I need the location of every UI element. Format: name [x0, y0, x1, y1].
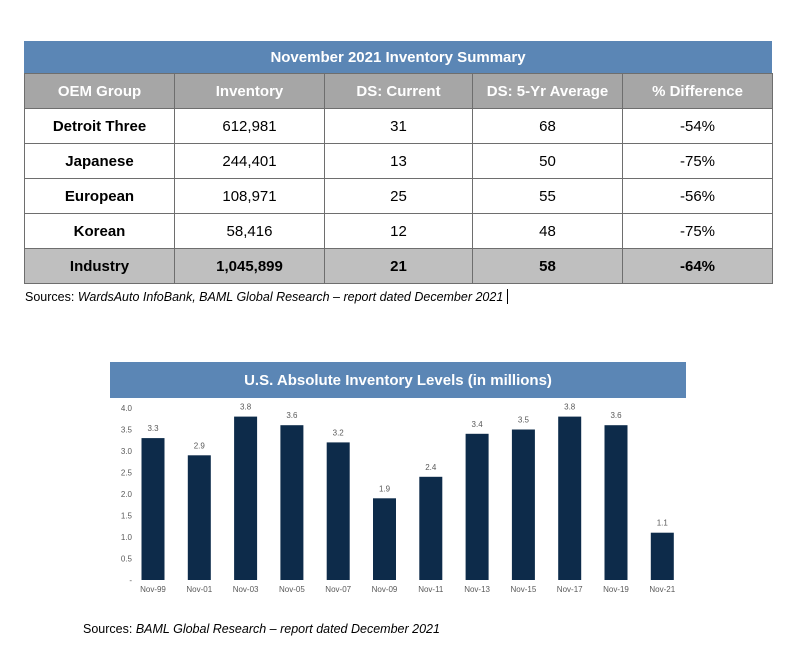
bar-value-label: 3.8	[564, 403, 576, 412]
cell-ds-average: 48	[472, 213, 623, 249]
header-oem-group: OEM Group	[24, 73, 175, 109]
bar-value-label: 3.3	[147, 424, 159, 433]
x-tick-label: Nov-99	[140, 585, 166, 594]
table-title: November 2021 Inventory Summary	[24, 41, 772, 73]
x-tick-label: Nov-15	[511, 585, 537, 594]
cell-ds-average: 50	[472, 143, 623, 179]
bar-value-label: 1.1	[657, 519, 669, 528]
cell-inventory: 244,401	[174, 143, 325, 179]
bar-value-label: 3.8	[240, 403, 252, 412]
x-tick-label: Nov-17	[557, 585, 583, 594]
cell-ds-average: 58	[472, 248, 623, 284]
cell-ds-current: 12	[324, 213, 473, 249]
bar	[604, 425, 628, 580]
y-tick-label: 4.0	[121, 404, 133, 413]
y-tick-label: 2.0	[121, 490, 133, 499]
cell-group: Japanese	[24, 143, 175, 179]
bar	[465, 433, 489, 580]
x-tick-label: Nov-13	[464, 585, 490, 594]
cell-ds-average: 55	[472, 178, 623, 214]
bar	[326, 442, 350, 580]
source-prefix: Sources:	[83, 622, 136, 636]
x-tick-label: Nov-21	[649, 585, 675, 594]
cell-group: European	[24, 178, 175, 214]
cell-ds-average: 68	[472, 108, 623, 144]
y-tick-label: 0.5	[121, 555, 133, 564]
cell-ds-current: 13	[324, 143, 473, 179]
y-tick-label: 1.0	[121, 533, 133, 542]
inventory-bar-chart: - 0.5 1.0 1.5 2.0 2.5 3.0 3.5 4.0 3.3 Nov-99 2.9 Nov…	[121, 403, 676, 594]
x-tick-label: Nov-07	[325, 585, 351, 594]
cell-difference: -54%	[622, 108, 773, 144]
cell-difference: -56%	[622, 178, 773, 214]
bar	[650, 532, 674, 580]
y-tick-label: 3.0	[121, 447, 133, 456]
y-tick-label: 3.5	[121, 426, 133, 435]
cell-inventory: 108,971	[174, 178, 325, 214]
y-tick-label: 1.5	[121, 512, 133, 521]
bar-value-label: 3.6	[286, 411, 298, 420]
cell-group: Industry	[24, 248, 175, 284]
summary-table: OEM Group Inventory DS: Current DS: 5-Yr…	[24, 73, 773, 284]
cell-difference: -75%	[622, 213, 773, 249]
header-ds-current: DS: Current	[324, 73, 473, 109]
x-tick-label: Nov-05	[279, 585, 305, 594]
y-tick-label: 2.5	[121, 469, 133, 478]
cell-group: Korean	[24, 213, 175, 249]
chart-source-note: Sources: BAML Global Research – report d…	[83, 622, 440, 636]
bar	[141, 438, 165, 580]
table-source-note: Sources: WardsAuto InfoBank, BAML Global…	[25, 289, 509, 304]
bar-value-label: 3.4	[472, 420, 484, 429]
chart-title: U.S. Absolute Inventory Levels (in milli…	[110, 362, 686, 398]
bar	[373, 498, 396, 580]
bar-value-label: 3.2	[333, 428, 345, 437]
x-tick-label: Nov-01	[186, 585, 212, 594]
x-tick-label: Nov-03	[233, 585, 259, 594]
cell-ds-current: 21	[324, 248, 473, 284]
table-row: Detroit Three 612,981 31 68 -54%	[24, 108, 773, 144]
table-row: Japanese 244,401 13 50 -75%	[24, 143, 773, 179]
header-ds-5yr-average: DS: 5-Yr Average	[472, 73, 623, 109]
header-inventory: Inventory	[174, 73, 325, 109]
bar	[558, 416, 582, 580]
text-cursor	[507, 289, 509, 304]
cell-difference: -64%	[622, 248, 773, 284]
bar	[234, 416, 258, 580]
cell-group: Detroit Three	[24, 108, 175, 144]
bar	[511, 429, 535, 580]
bar-value-label: 1.9	[379, 484, 391, 493]
bar-value-label: 2.4	[425, 463, 437, 472]
bar-value-label: 3.6	[610, 411, 622, 420]
header-percent-difference: % Difference	[622, 73, 773, 109]
x-tick-label: Nov-11	[418, 585, 444, 594]
bar	[419, 476, 443, 580]
source-prefix: Sources:	[25, 290, 78, 304]
total-row: Industry 1,045,899 21 58 -64%	[24, 248, 773, 284]
cell-ds-current: 31	[324, 108, 473, 144]
bar	[187, 455, 211, 580]
table-row: European 108,971 25 55 -56%	[24, 178, 773, 214]
bar	[280, 425, 304, 580]
source-text: WardsAuto InfoBank, BAML Global Research…	[77, 290, 504, 304]
cell-difference: -75%	[622, 143, 773, 179]
cell-inventory: 1,045,899	[174, 248, 325, 284]
cell-ds-current: 25	[324, 178, 473, 214]
bar-value-label: 2.9	[194, 441, 206, 450]
cell-inventory: 58,416	[174, 213, 325, 249]
cell-inventory: 612,981	[174, 108, 325, 144]
header-row: OEM Group Inventory DS: Current DS: 5-Yr…	[24, 73, 773, 109]
x-tick-label: Nov-19	[603, 585, 629, 594]
inventory-summary-table: November 2021 Inventory Summary OEM Grou…	[24, 41, 773, 284]
y-tick-label: -	[129, 576, 132, 585]
source-text: BAML Global Research – report dated Dece…	[135, 622, 440, 636]
bar-value-label: 3.5	[518, 416, 530, 425]
x-tick-label: Nov-09	[372, 585, 398, 594]
table-row: Korean 58,416 12 48 -75%	[24, 213, 773, 249]
